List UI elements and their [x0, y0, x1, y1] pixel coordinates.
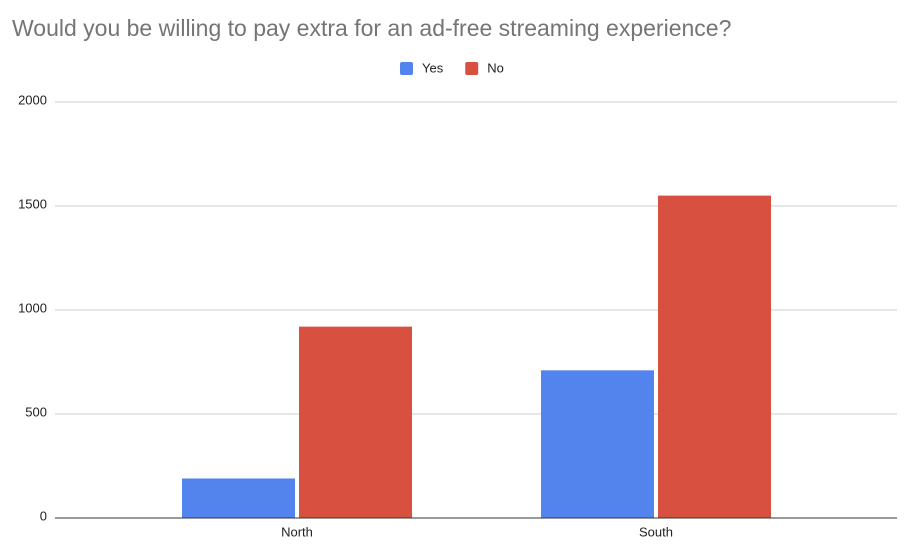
x-tick-label: North [281, 524, 313, 539]
legend-swatch [400, 62, 413, 75]
y-tick-label: 2000 [18, 92, 47, 107]
legend-label: Yes [422, 60, 444, 75]
chart-title: Would you be willing to pay extra for an… [12, 15, 731, 41]
y-tick-label: 1500 [18, 196, 47, 211]
bar [299, 326, 412, 518]
y-tick-label: 0 [40, 508, 47, 523]
legend-swatch [465, 62, 479, 75]
y-tick-label: 1000 [18, 300, 47, 315]
bar [658, 195, 771, 518]
x-tick-label: South [639, 524, 673, 539]
y-tick-label: 500 [25, 404, 47, 419]
legend-label: No [487, 60, 504, 75]
bar [182, 478, 295, 518]
bar [541, 370, 654, 518]
